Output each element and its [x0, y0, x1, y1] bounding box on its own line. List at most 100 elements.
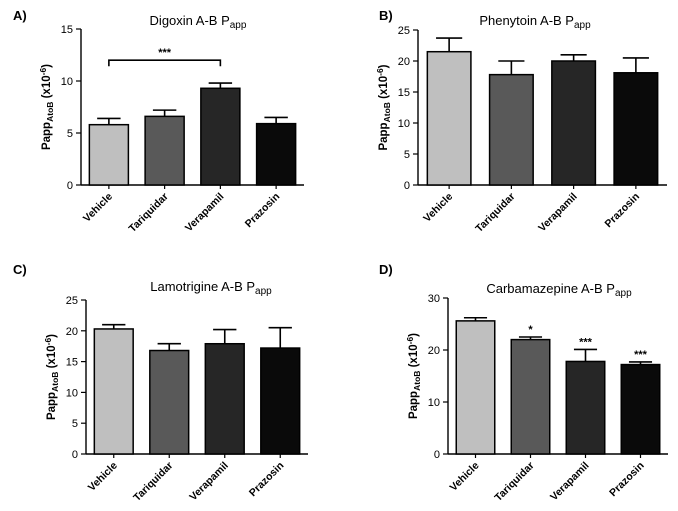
panel-label: D): [379, 262, 393, 277]
chart-title-subscript: app: [615, 288, 632, 299]
y-tick-label: 15: [61, 24, 73, 36]
y-axis-label-unit-close: ): [408, 333, 420, 337]
x-tick-label: Tariquidar: [473, 191, 517, 235]
y-axis-label: PappAtoB (x10-6): [38, 64, 55, 150]
chart-title-main: Carbamazepine A-B P: [486, 281, 615, 296]
chart-title-subscript: app: [574, 20, 591, 31]
y-tick-label: 10: [61, 76, 73, 88]
x-tick-label: Verapamil: [536, 191, 580, 235]
y-tick-label: 10: [398, 118, 410, 130]
y-tick-label: 5: [67, 128, 73, 140]
bar: [565, 360, 606, 455]
y-axis-label-unit-close: ): [46, 334, 58, 338]
panel-label: A): [13, 8, 27, 23]
panel-label: C): [13, 262, 27, 277]
y-tick-label: 5: [72, 418, 78, 430]
y-tick-label: 0: [67, 180, 73, 192]
bar: [620, 363, 661, 455]
y-tick-label: 10: [66, 387, 78, 399]
bar: [510, 338, 551, 455]
y-axis-label-subscript: AtoB: [50, 372, 60, 392]
y-tick-label: 30: [428, 293, 440, 305]
y-tick-label: 15: [66, 357, 78, 369]
x-tick-label: Prazosin: [247, 460, 286, 499]
y-tick-label: 0: [72, 449, 78, 461]
y-axis-label: PappAtoB (x10-6): [405, 333, 422, 419]
x-tick-label: Verapamil: [548, 460, 592, 504]
bar: [551, 60, 597, 186]
chart-title-subscript: app: [230, 20, 247, 31]
chart-title: Phenytoin A-B Papp: [479, 13, 591, 31]
bar: [455, 320, 496, 455]
chart-title-main: Lamotrigine A-B P: [150, 279, 255, 294]
chart-title-main: Phenytoin A-B P: [479, 13, 574, 28]
significance-label: *: [528, 324, 533, 336]
y-tick-label: 5: [404, 149, 410, 161]
x-tick-label: Vehicle: [448, 460, 482, 494]
bar: [144, 115, 185, 186]
x-tick-label: Prazosin: [603, 191, 642, 230]
y-axis-label-exponent: -6: [375, 68, 385, 76]
chart-title: Digoxin A-B Papp: [150, 13, 247, 31]
y-axis-label-main: Papp: [41, 122, 53, 150]
y-axis-label-exponent: -6: [405, 337, 415, 345]
bar: [255, 122, 297, 186]
y-tick-label: 15: [398, 87, 410, 99]
x-tick-label: Tariquidar: [127, 191, 171, 235]
chart-title: Lamotrigine A-B Papp: [150, 279, 272, 297]
y-axis-label-main: Papp: [378, 122, 390, 150]
chart-panel: D) Carbamazepine A-B Papp PappAtoB (x10-6)…: [379, 262, 668, 504]
y-axis-label-main: Papp: [408, 391, 420, 419]
y-tick-label: 0: [434, 449, 440, 461]
y-axis-label-unit: (x10: [46, 345, 58, 371]
chart-panel: C) Lamotrigine A-B Papp PappAtoB (x10-6) 0 5…: [13, 262, 308, 504]
y-axis-label-main: Papp: [46, 392, 58, 420]
x-tick-label: Vehicle: [86, 460, 120, 494]
x-tick-label: Verapamil: [183, 191, 227, 235]
x-tick-label: Prazosin: [607, 460, 646, 499]
x-tick-label: Vehicle: [81, 191, 115, 225]
y-tick-label: 20: [66, 326, 78, 338]
bar: [88, 123, 130, 186]
bar: [613, 72, 659, 186]
y-tick-label: 0: [404, 180, 410, 192]
x-tick-label: Vehicle: [421, 191, 455, 225]
y-axis-label-unit: (x10: [408, 344, 420, 370]
y-axis-label-unit-close: ): [41, 64, 53, 68]
x-tick-label: Tariquidar: [492, 460, 536, 504]
x-tick-label: Verapamil: [187, 460, 231, 504]
y-axis-label-exponent: -6: [38, 68, 48, 76]
y-tick-label: 25: [398, 25, 410, 37]
y-axis-label-unit-close: ): [378, 64, 390, 68]
chart-title: Carbamazepine A-B Papp: [486, 281, 632, 299]
y-axis-label-subscript: AtoB: [45, 102, 55, 122]
bar: [200, 87, 241, 186]
panel-label: B): [379, 8, 393, 23]
y-tick-label: 20: [428, 345, 440, 357]
y-tick-label: 25: [66, 295, 78, 307]
bar: [426, 50, 472, 186]
bar: [204, 342, 245, 455]
y-tick-label: 10: [428, 397, 440, 409]
chart-panel: A) Digoxin A-B Papp PappAtoB (x10-6) 0 5 10 15…: [13, 8, 304, 235]
chart-title-main: Digoxin A-B P: [150, 13, 230, 28]
significance-label: ***: [158, 47, 172, 59]
y-axis-label-exponent: -6: [43, 338, 53, 346]
y-tick-label: 20: [398, 56, 410, 68]
y-axis-label-unit: (x10: [41, 75, 53, 101]
bar: [488, 73, 534, 186]
bar: [260, 347, 301, 455]
y-axis-label: PappAtoB (x10-6): [375, 64, 392, 150]
bar: [149, 349, 190, 455]
chart-panel: B) Phenytoin A-B Papp PappAtoB (x10-6) 0 5 10…: [375, 8, 667, 235]
x-tick-label: Tariquidar: [131, 460, 175, 504]
significance-label: ***: [634, 349, 648, 361]
x-tick-label: Prazosin: [243, 191, 282, 230]
chart-title-subscript: app: [255, 286, 272, 297]
y-axis-label-subscript: AtoB: [382, 102, 392, 122]
significance-bracket: [108, 59, 222, 67]
y-axis-label-unit: (x10: [378, 76, 390, 102]
y-axis-label: PappAtoB (x10-6): [43, 334, 60, 420]
bar: [93, 328, 134, 455]
